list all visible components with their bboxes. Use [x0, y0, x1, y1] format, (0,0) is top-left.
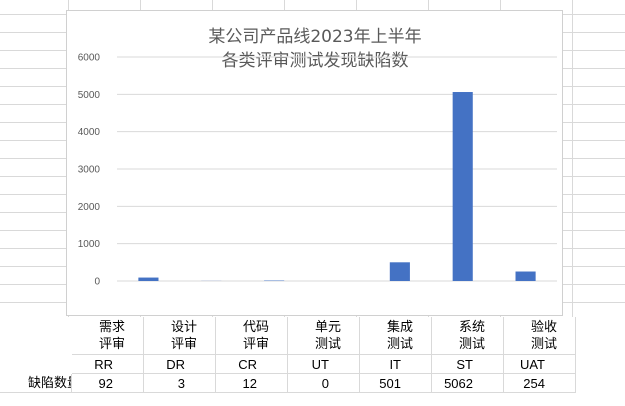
bar-uat[interactable]: [515, 271, 536, 281]
chart-title-line-2: 各类评审测试发现缺陷数: [222, 51, 409, 71]
defect-count-cell[interactable]: 3: [144, 374, 216, 393]
category-name-cell[interactable]: 需求 评审: [72, 317, 144, 355]
chart-panel[interactable]: 某公司产品线2023年上半年 各类评审测试发现缺陷数 0 1000 2000 3000…: [66, 10, 563, 316]
y-tick-label: 1000: [78, 239, 101, 250]
category-name-line1: 验收: [531, 320, 558, 335]
category-name-cell[interactable]: 代码 评审: [216, 317, 288, 355]
y-tick-label: 4000: [78, 127, 101, 138]
defect-count-cell[interactable]: 0: [288, 374, 360, 393]
defect-count-cell[interactable]: 5062: [432, 374, 504, 393]
y-tick-label: 3000: [78, 165, 101, 176]
defect-count-cell[interactable]: 12: [216, 374, 288, 393]
chart-title-line-1: 某公司产品线2023年上半年: [208, 27, 421, 47]
category-code-cell[interactable]: UAT: [504, 355, 576, 374]
category-name-cell[interactable]: 单元 测试: [288, 317, 360, 355]
category-name-line2: 评审: [171, 337, 198, 352]
category-name-line1: 需求: [99, 320, 126, 335]
category-name-cell[interactable]: 设计 评审: [144, 317, 216, 355]
category-name-line2: 测试: [315, 337, 342, 352]
y-tick-label: 0: [94, 277, 100, 288]
category-name-cell[interactable]: 集成 测试: [360, 317, 432, 355]
data-table: 需求 评审 设计 评审 代码 评审 单元 测试 集成 测试 系统 测试 验收 测…: [0, 317, 625, 406]
category-code-cell[interactable]: ST: [432, 355, 504, 374]
category-name-line1: 设计: [171, 320, 198, 335]
category-code-cell[interactable]: DR: [144, 355, 216, 374]
category-name-line2: 测试: [531, 337, 558, 352]
category-name-line1: 单元: [315, 320, 342, 335]
bar-it[interactable]: [389, 262, 410, 281]
category-name-line2: 评审: [243, 337, 270, 352]
category-name-cell[interactable]: 系统 测试: [432, 317, 504, 355]
y-tick-label: 6000: [78, 53, 101, 64]
row-header-defect-count[interactable]: 缺陷数量:: [0, 374, 72, 393]
category-code-cell[interactable]: CR: [216, 355, 288, 374]
category-name-cell[interactable]: 验收 测试: [504, 317, 576, 355]
defect-count-cell[interactable]: 254: [504, 374, 576, 393]
defect-count-cell[interactable]: 501: [360, 374, 432, 393]
y-tick-label: 2000: [78, 202, 101, 213]
defect-count-cell[interactable]: 92: [72, 374, 144, 393]
category-name-line1: 代码: [243, 320, 270, 335]
bar-chart: 某公司产品线2023年上半年 各类评审测试发现缺陷数 0 1000 2000 3000…: [78, 27, 557, 288]
category-name-line2: 测试: [459, 337, 486, 352]
bar-st[interactable]: [452, 92, 473, 281]
category-name-line2: 评审: [99, 337, 126, 352]
category-name-line2: 测试: [387, 337, 414, 352]
bar-rr[interactable]: [138, 277, 159, 281]
category-name-line1: 系统: [459, 320, 486, 335]
category-code-cell[interactable]: RR: [72, 355, 144, 374]
category-code-cell[interactable]: UT: [288, 355, 360, 374]
category-name-line1: 集成: [387, 320, 414, 335]
category-code-cell[interactable]: IT: [360, 355, 432, 374]
y-tick-label: 5000: [78, 90, 101, 101]
